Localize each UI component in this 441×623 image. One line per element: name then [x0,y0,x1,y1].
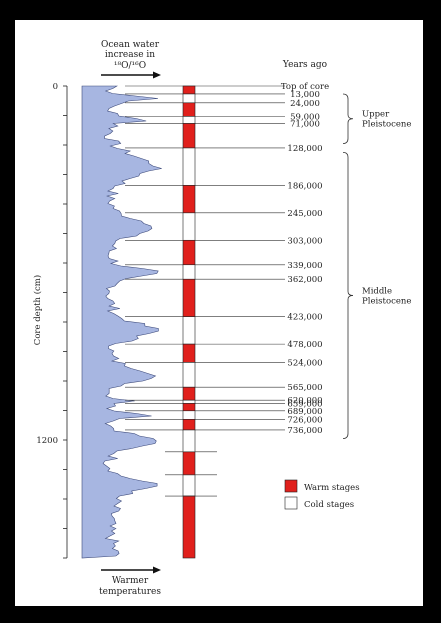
cold-stage-block [182,116,196,124]
axis-tick-label: 0 [53,82,58,92]
isotope-ratio-label: ¹⁸O/¹⁶O [114,61,146,71]
cold-stage-block [182,362,196,388]
axis-tick-label: 1200 [36,436,58,446]
warm-stage-block [182,85,196,95]
warm-stage-block [182,278,196,317]
core-diagram: Ocean water increase in ¹⁸O/¹⁶O Years ag… [32,40,411,597]
age-label: Top of core [281,82,329,92]
age-label: 726,000 [287,415,322,425]
warm-stage-block [182,185,196,214]
warm-stage-block [182,123,196,149]
cold-stage-block [182,410,196,420]
temperatures-label: temperatures [99,587,161,597]
age-label: 524,000 [287,358,322,368]
age-label: 24,000 [290,99,320,109]
age-label: 478,000 [287,340,322,350]
legend-cold-label: Cold stages [304,500,354,510]
cold-stage-block [182,316,196,345]
age-label: 245,000 [287,209,322,219]
age-label: 620,000 [287,396,322,406]
age-label: 362,000 [287,275,322,285]
age-label: 13,000 [290,90,320,100]
legend-warm-label: Warm stages [304,483,360,493]
warm-stage-block [182,386,196,401]
age-label: 689,000 [287,407,322,417]
warm-stage-block [182,419,196,431]
years-ago-label: Years ago [282,60,327,70]
axis-label: Core depth (cm) [32,275,43,345]
age-label: 71,000 [290,119,320,129]
warm-stage-block [182,403,196,412]
age-label: 423,000 [287,313,322,323]
cold-stage-block [182,93,196,104]
epoch-label: Middle [362,286,392,296]
cold-stage-block [182,264,196,280]
age-label: 339,000 [287,261,322,271]
age-label: 128,000 [287,144,322,154]
epoch-brace [342,151,354,439]
age-label: 186,000 [287,181,322,191]
warm-stage-block [182,102,196,117]
warm-stage-block [182,343,196,363]
cold-stage-block [182,147,196,186]
cold-stage-block [182,212,196,241]
warmer-arrow-head [153,566,161,574]
age-label: 59,000 [290,112,320,122]
epoch-label: Pleistocene [362,120,411,130]
warm-stage-block [182,495,196,559]
epoch-brace [342,93,354,144]
increase-in-label: increase in [105,50,155,60]
age-label: 303,000 [287,236,322,246]
cold-stage-block [182,399,196,404]
warm-stage-block [182,451,196,476]
legend-cold-swatch [284,496,298,510]
age-label: 736,000 [287,426,322,436]
cold-stage-block [182,474,196,497]
isotope-curve [81,85,162,559]
warmer-label: Warmer [112,576,149,586]
epoch-label: Upper [362,110,390,120]
epoch-label: Pleistocene [362,296,411,306]
ocean-water-label: Ocean water [101,40,160,50]
age-label: 659,000 [287,399,322,409]
warm-stage-block [182,239,196,266]
figure-panel: Ocean water increase in ¹⁸O/¹⁶O Years ag… [15,20,423,606]
cold-stage-block [182,429,196,453]
age-label: 565,000 [287,383,322,393]
legend-warm-swatch [284,479,298,493]
ocean-arrow-head [153,71,161,79]
